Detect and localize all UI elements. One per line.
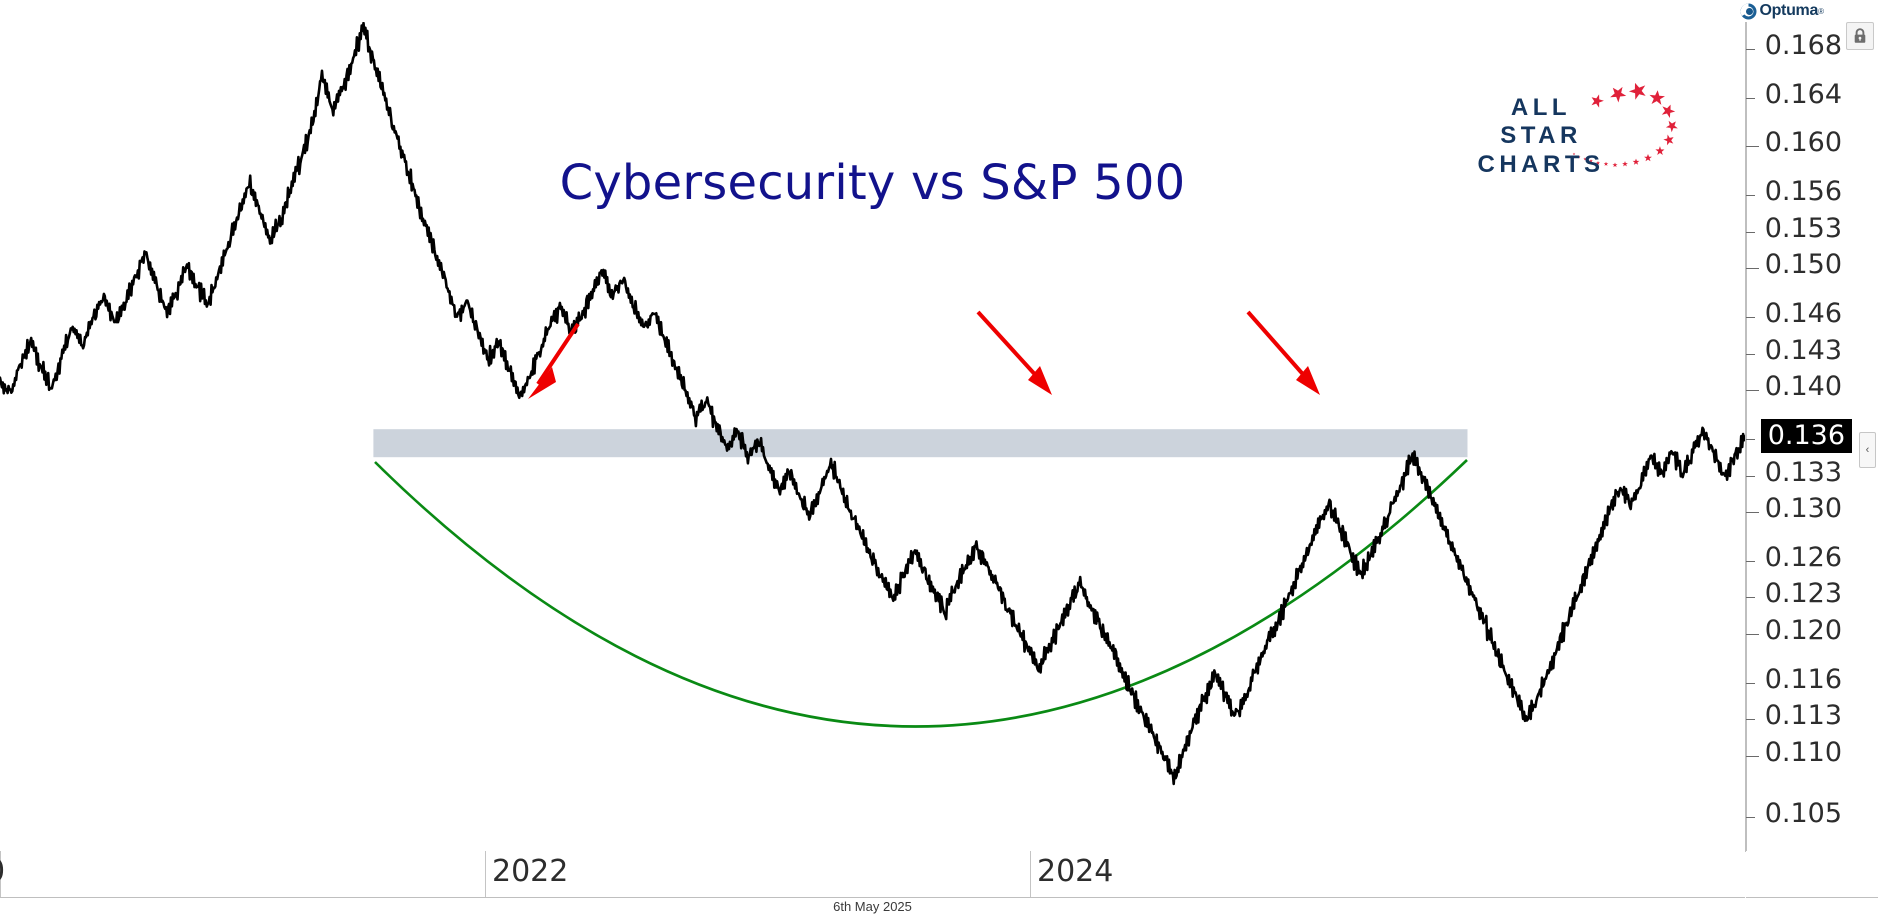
date-axis[interactable]: 0 2022 2024	[0, 851, 1745, 898]
axis-label: 0.153	[1764, 212, 1842, 244]
logo-wordmark: ALL STAR CHARTS	[1466, 94, 1616, 179]
date-separator	[1030, 851, 1031, 897]
date-label-clipped: 0	[0, 854, 5, 889]
axis-label: 0.120	[1764, 614, 1842, 646]
axis-label: 0.150	[1764, 249, 1842, 281]
axis-tick	[1746, 512, 1759, 514]
axis-tick	[1746, 719, 1755, 721]
price-series-line	[0, 22, 1745, 786]
arrow-annotation-2	[976, 310, 1052, 395]
axis-label: 0.130	[1764, 493, 1842, 525]
axis-rule	[1746, 22, 1747, 851]
axis-tick	[1746, 146, 1759, 148]
axis-tick	[1746, 231, 1755, 233]
axis-label: 0.146	[1764, 298, 1842, 330]
date-separator	[0, 851, 1, 897]
optuma-branding: Optuma ®	[1740, 1, 1824, 21]
axis-label: 0.133	[1764, 456, 1842, 488]
axis-collapse-handle[interactable]: ‹	[1859, 432, 1876, 468]
axis-label: 0.105	[1764, 797, 1842, 829]
logo-line-2: CHARTS	[1477, 150, 1605, 178]
axis-tick	[1746, 438, 1755, 440]
axis-tick	[1746, 353, 1755, 355]
axis-tick	[1746, 390, 1759, 392]
chart-canvas	[0, 22, 1745, 786]
axis-label: 0.123	[1764, 578, 1842, 610]
header-bar	[0, 0, 1878, 22]
optuma-logo-icon	[1740, 3, 1757, 19]
axis-tick	[1746, 317, 1755, 319]
logo-stars-icon	[1572, 82, 1678, 168]
arrow-annotation-3	[1246, 310, 1320, 395]
axis-tick	[1746, 475, 1755, 477]
optuma-trademark: ®	[1818, 6, 1824, 16]
axis-label: 0.140	[1764, 371, 1842, 403]
axis-label: 0.168	[1764, 29, 1842, 61]
axis-label: 0.164	[1764, 78, 1842, 110]
axis-tick	[1746, 97, 1755, 99]
logo-line-1: ALL STAR	[1500, 94, 1582, 150]
optuma-wordmark: Optuma	[1759, 2, 1819, 19]
chart-plot-area[interactable]: Cybersecurity vs S&P 500	[0, 22, 1746, 852]
current-price-tag: 0.136	[1760, 418, 1852, 453]
axis-tick	[1746, 633, 1759, 635]
axis-label: 0.110	[1764, 736, 1842, 768]
chart-title: Cybersecurity vs S&P 500	[559, 155, 1186, 211]
axis-tick	[1746, 48, 1755, 50]
date-separator	[485, 851, 486, 897]
axis-tick	[1746, 755, 1759, 757]
date-label-2024: 2024	[1037, 854, 1114, 889]
date-label-2022: 2022	[492, 854, 569, 889]
axis-tick	[1746, 195, 1755, 197]
axis-tick	[1746, 597, 1755, 599]
axis-corner	[1746, 851, 1878, 898]
axis-tick	[1746, 816, 1755, 818]
axis-tick	[1746, 268, 1759, 270]
axis-label: 0.113	[1764, 700, 1842, 732]
axis-label: 0.143	[1764, 334, 1842, 366]
all-star-charts-logo: ALL STAR CHARTS	[1466, 72, 1681, 178]
axis-tick	[1746, 560, 1755, 562]
lock-button[interactable]	[1846, 22, 1874, 50]
resistance-band	[373, 429, 1468, 458]
axis-label: 0.116	[1764, 663, 1842, 695]
axis-label: 0.160	[1764, 127, 1842, 159]
axis-label: 0.126	[1764, 541, 1842, 573]
price-axis[interactable]: 0.168 0.164 0.160 0.156 0.153 0.150 0.146 0.143…	[1746, 22, 1878, 852]
lock-icon	[1854, 28, 1866, 43]
rounding-bottom-arc	[374, 459, 1468, 728]
arrow-annotation-1	[528, 322, 580, 399]
axis-tick	[1746, 682, 1755, 684]
axis-label: 0.156	[1764, 176, 1842, 208]
footer-timestamp: 6th May 2025	[833, 899, 912, 914]
